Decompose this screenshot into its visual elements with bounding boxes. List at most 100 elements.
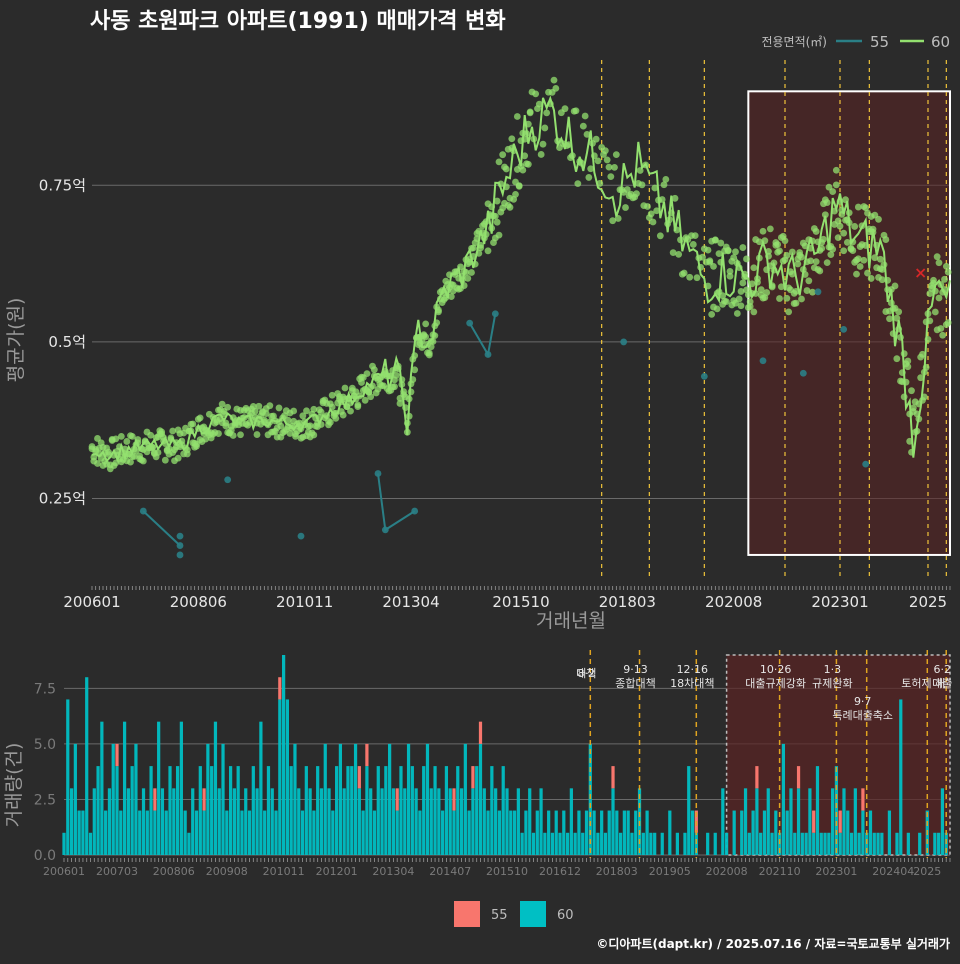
price-point-55 <box>176 551 184 559</box>
volume-bar-60 <box>388 743 392 855</box>
price-point-60 <box>651 184 659 192</box>
volume-bar-60 <box>494 788 498 855</box>
policy-name-label: 대책 <box>576 667 596 680</box>
volume-bar-55 <box>478 721 483 744</box>
volume-bar-60 <box>266 766 271 855</box>
price-point-60 <box>805 277 813 285</box>
legend-label-60: 60 <box>557 908 574 923</box>
price-point-60 <box>515 182 523 190</box>
price-point-60 <box>715 250 723 258</box>
volume-bar-60 <box>554 810 558 855</box>
volume-bar-60 <box>486 810 490 855</box>
price-point-60 <box>326 418 334 426</box>
volume-bar-60 <box>618 832 623 855</box>
volume-bar-60 <box>774 810 778 855</box>
volume-bar-60 <box>600 810 604 855</box>
volume-bar-60 <box>880 832 884 855</box>
price-point-60 <box>251 407 259 415</box>
price-point-60 <box>776 247 783 255</box>
volume-bar-60 <box>145 810 149 855</box>
price-point-60 <box>638 181 646 189</box>
price-point-60 <box>370 366 378 374</box>
price-point-60 <box>218 400 226 408</box>
volume-bar-60 <box>232 788 236 855</box>
volume-bar-60 <box>115 766 119 855</box>
volume-bar-60 <box>281 655 286 855</box>
y-tick-label: 0.25억 <box>39 490 86 508</box>
volume-bar-60 <box>365 766 369 855</box>
volume-bar-60 <box>429 788 433 855</box>
price-point-60 <box>493 218 501 226</box>
price-point-60 <box>502 165 510 173</box>
price-point-60 <box>935 259 943 267</box>
volume-bar-60 <box>194 810 199 855</box>
price-point-60 <box>878 276 886 284</box>
price-point-60 <box>840 229 848 237</box>
price-point-60 <box>849 247 857 254</box>
volume-bar-60 <box>478 743 483 855</box>
volume-bar-60 <box>444 766 449 855</box>
price-point-60 <box>147 431 155 439</box>
price-point-60 <box>161 456 169 464</box>
price-point-60 <box>843 238 851 246</box>
policy-date-label: 9·7 <box>854 695 872 708</box>
legend-label-55: 55 <box>870 33 889 51</box>
price-point-60 <box>675 250 683 258</box>
y-axis-label: 평균가(원) <box>5 298 27 383</box>
price-point-60 <box>708 310 716 318</box>
series-line-55 <box>142 510 181 547</box>
price-point-60 <box>851 223 859 230</box>
price-point-60 <box>139 457 147 465</box>
volume-bar-55 <box>611 766 615 789</box>
price-point-60 <box>543 109 551 117</box>
volume-bar-60 <box>372 810 377 855</box>
price-point-60 <box>506 203 514 211</box>
volume-bar-60 <box>706 832 710 855</box>
x-axis-label: 거래년월 <box>536 610 606 632</box>
policy-date-label: 8·2 <box>578 667 596 680</box>
price-point-60 <box>919 350 926 358</box>
price-point-60 <box>495 158 503 166</box>
volume-bar-60 <box>406 743 411 855</box>
volume-x-tick-label: 201905 <box>649 865 691 878</box>
volume-bar-60 <box>304 766 308 855</box>
volume-x-tick-label: 202301 <box>815 865 857 878</box>
price-point-60 <box>856 263 864 270</box>
price-point-60 <box>757 286 765 294</box>
volume-bar-60 <box>433 766 437 855</box>
volume-bar-60 <box>141 788 146 855</box>
legend-label-60: 60 <box>931 33 950 51</box>
price-point-60 <box>755 238 763 246</box>
price-point-55 <box>176 532 184 540</box>
volume-bar-60 <box>759 832 763 855</box>
volume-bar-60 <box>160 788 165 855</box>
volume-bar-60 <box>649 832 653 855</box>
price-point-60 <box>612 151 620 159</box>
price-point-60 <box>746 298 754 306</box>
x-tick-label: 201011 <box>276 593 333 611</box>
volume-bar-60 <box>868 810 873 855</box>
price-point-60 <box>750 308 758 316</box>
price-point-60 <box>658 196 666 203</box>
volume-bar-60 <box>319 788 324 855</box>
price-point-60 <box>579 122 587 130</box>
price-point-60 <box>123 438 131 445</box>
price-point-60 <box>944 319 952 327</box>
price-point-60 <box>653 207 661 215</box>
x-tick-label: 201803 <box>599 593 656 611</box>
price-point-60 <box>788 270 796 278</box>
volume-y-tick-label: 5.0 <box>34 737 56 753</box>
volume-bar-60 <box>872 832 876 855</box>
volume-bar-55 <box>357 766 361 789</box>
volume-bar-60 <box>422 766 426 855</box>
series-line-60 <box>91 95 951 463</box>
price-point-60 <box>818 245 826 252</box>
price-point-60 <box>464 274 472 282</box>
series-line-55 <box>468 313 497 358</box>
price-point-60 <box>904 363 912 371</box>
price-point-60 <box>499 151 507 159</box>
price-point-60 <box>832 181 840 189</box>
legend-label-55: 55 <box>491 908 508 923</box>
chart-title: 사동 초원파크 아파트(1991) 매매가격 변화 <box>90 9 506 34</box>
volume-x-tick-label: 200703 <box>96 865 138 878</box>
